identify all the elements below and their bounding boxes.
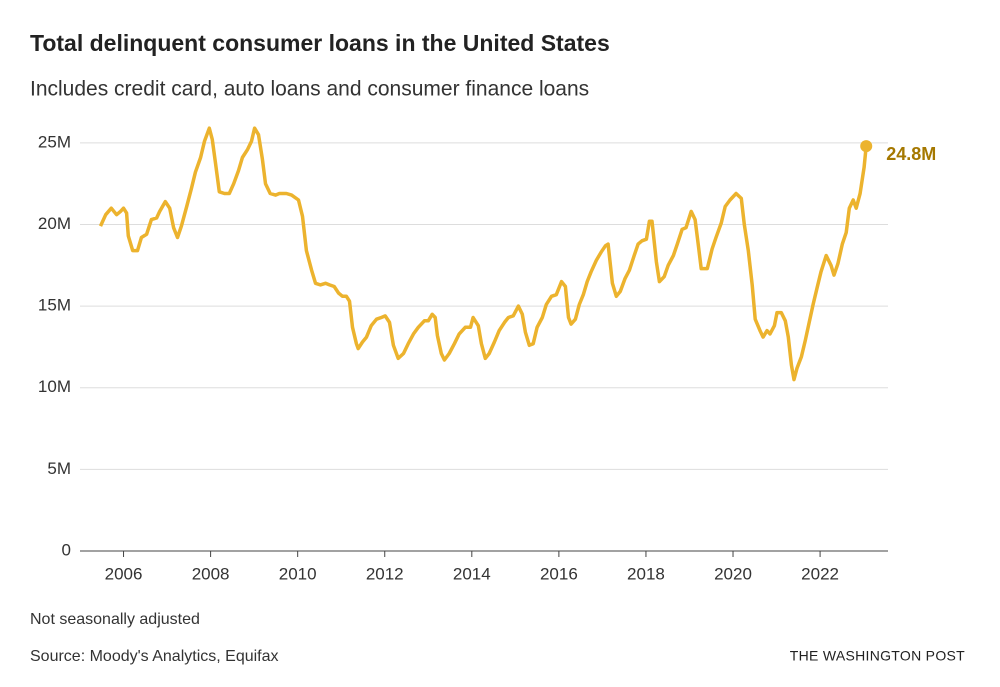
line (98, 126, 868, 382)
y-tick-label: 5M (47, 459, 71, 478)
source: Source: Moody's Analytics, Equifax (30, 648, 279, 665)
chart-title: Total delinquent consumer loans in the U… (30, 30, 610, 56)
y-tick-label: 25M (38, 132, 71, 151)
x-tick-label: 2018 (627, 564, 665, 583)
y-tick-label: 20M (38, 214, 71, 233)
credit: THE WASHINGTON POST (790, 648, 965, 664)
x-tick-label: 2020 (714, 564, 752, 583)
x-tick-label: 2006 (105, 564, 143, 583)
x-tick-label: 2016 (540, 564, 578, 583)
y-tick-label: 15M (38, 296, 71, 315)
x-tick-label: 2022 (801, 564, 839, 583)
end-point (860, 140, 873, 153)
x-tick-label: 2014 (453, 564, 491, 583)
value-label: 24.8M (886, 144, 936, 164)
y-tick-label: 10M (38, 377, 71, 396)
x-tick-label: 2008 (192, 564, 230, 583)
note: Not seasonally adjusted (30, 611, 200, 628)
chart-subtitle: Includes credit card, auto loans and con… (30, 78, 589, 101)
x-tick-label: 2010 (279, 564, 317, 583)
x-tick-label: 2012 (366, 564, 404, 583)
y-tick-label: 0 (62, 540, 71, 559)
